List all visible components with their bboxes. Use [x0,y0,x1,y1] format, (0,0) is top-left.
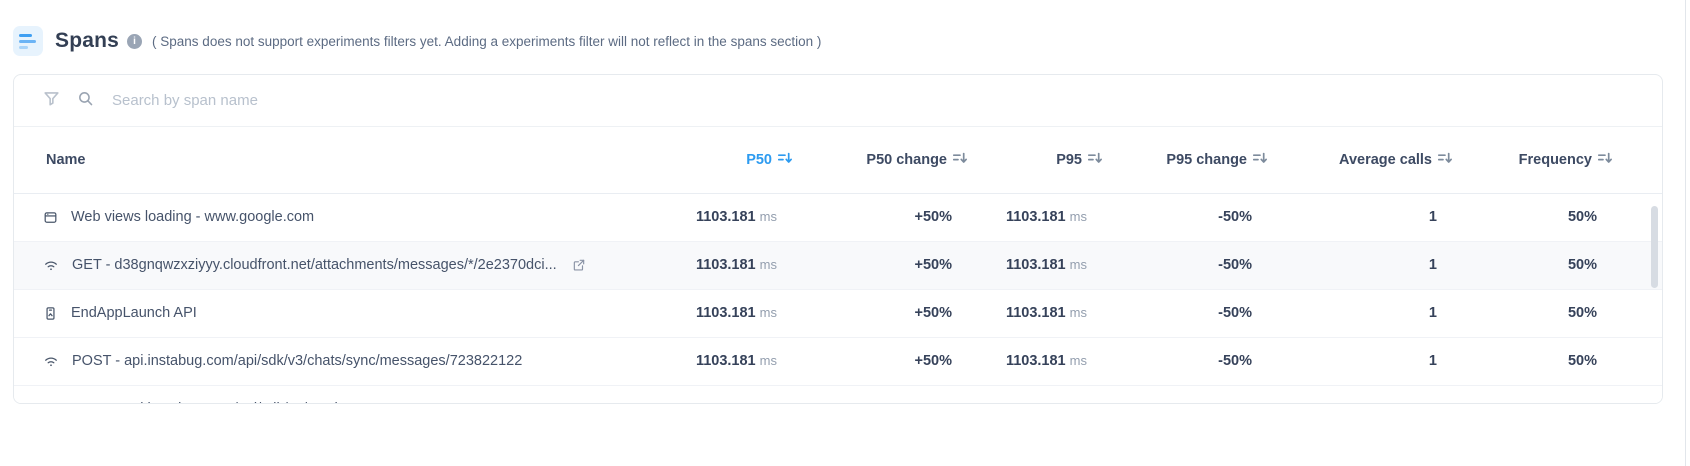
window-scrollbar-edge [1685,0,1686,466]
table-row[interactable]: POST - api.instabug.com/api/sdk/v3/chats… [14,337,1662,385]
column-header-p95-change[interactable]: P95 change [1102,127,1267,194]
p95-change-value: -50% [1218,353,1252,369]
span-name: Web views loading - www.google.com [71,209,315,225]
spans-card: Name P50 P50 change [13,74,1663,404]
span-name: POST - api.instabug.com/api/sdk/v3/chats… [72,353,523,369]
table-row[interactable]: POST - api.instabug.com/api/sdk/v3/crash… [14,385,1662,404]
spans-table: Name P50 P50 change [14,127,1662,404]
p50-change-value: +50% [914,209,953,225]
network-request-icon [43,354,59,369]
p50-value: 1103.181 ms [695,257,777,273]
p50-value: 1103.181 ms [695,353,777,369]
p95-change-value: -50% [1102,385,1267,403]
search-icon [77,90,94,112]
frequency-value: 50% [1452,385,1662,403]
sort-icon [777,152,792,168]
page-title: Spans [55,29,120,52]
search-input[interactable] [110,91,1644,110]
filter-funnel-icon[interactable] [42,89,61,113]
average-calls-value: 1 [1428,353,1437,369]
spans-section-header: Spans i ( Spans does not support experim… [13,26,821,56]
average-calls-value: 1 [1428,209,1437,225]
frequency-value: 50% [1567,305,1597,321]
table-header-row: Name P50 P50 change [14,127,1662,194]
p50-change-value: +50% [914,353,953,369]
p50-change-value: +50% [914,257,953,273]
column-header-p95[interactable]: P95 [967,127,1102,194]
column-header-name: Name [14,127,662,194]
frequency-value: 50% [1567,353,1597,369]
search-bar [14,75,1662,127]
p95-change-value: -50% [1218,305,1252,321]
span-name: GET - d38gnqwzxziyyy.cloudfront.net/atta… [72,257,557,273]
network-request-icon [43,258,59,273]
p50-change-value: +50% [792,385,967,403]
span-name: POST - api.instabug.com/api/sdk/v3/crash… [72,401,358,403]
sort-icon [952,152,967,168]
p95-value: 1103.181 ms [1005,353,1087,369]
external-link-icon[interactable] [572,258,586,272]
experiments-filter-note: ( Spans does not support experiments fil… [152,33,822,49]
p50-value: 1103.181 ms [695,305,777,321]
p50-value: 1103.181 ms [662,385,792,403]
webview-icon [43,210,58,225]
table-scrollbar[interactable] [1651,206,1658,288]
column-header-frequency[interactable]: Frequency [1452,127,1662,194]
info-icon[interactable]: i [127,33,143,49]
p95-value: 1103.181 ms [1005,209,1087,225]
average-calls-value: 1 [1428,257,1437,273]
p50-value: 1103.181 ms [695,209,777,225]
sort-icon [1597,152,1612,168]
column-header-p50[interactable]: P50 [662,127,792,194]
p95-change-value: -50% [1218,257,1252,273]
column-header-p50-change[interactable]: P50 change [792,127,967,194]
span-name: EndAppLaunch API [71,305,197,321]
sort-icon [1437,152,1452,168]
frequency-value: 50% [1567,257,1597,273]
p95-value: 1103.181 ms [1005,257,1087,273]
column-header-average-calls[interactable]: Average calls [1267,127,1452,194]
sort-icon [1252,152,1267,168]
network-request-icon [43,402,59,404]
spans-section-icon [13,26,43,56]
table-row[interactable]: GET - d38gnqwzxziyyy.cloudfront.net/atta… [14,241,1662,289]
p50-change-value: +50% [914,305,953,321]
p95-value: 1103.181 ms [1005,305,1087,321]
table-row[interactable]: Web views loading - www.google.com 1103.… [14,193,1662,241]
frequency-value: 50% [1567,209,1597,225]
p95-value: 1103.181 ms [967,385,1102,403]
average-calls-value: 1 [1267,385,1452,403]
table-row[interactable]: EndAppLaunch API 1103.181 ms +50% 1103.1… [14,289,1662,337]
average-calls-value: 1 [1428,305,1437,321]
p95-change-value: -50% [1218,209,1252,225]
sort-icon [1087,152,1102,168]
app-launch-icon [43,306,58,321]
